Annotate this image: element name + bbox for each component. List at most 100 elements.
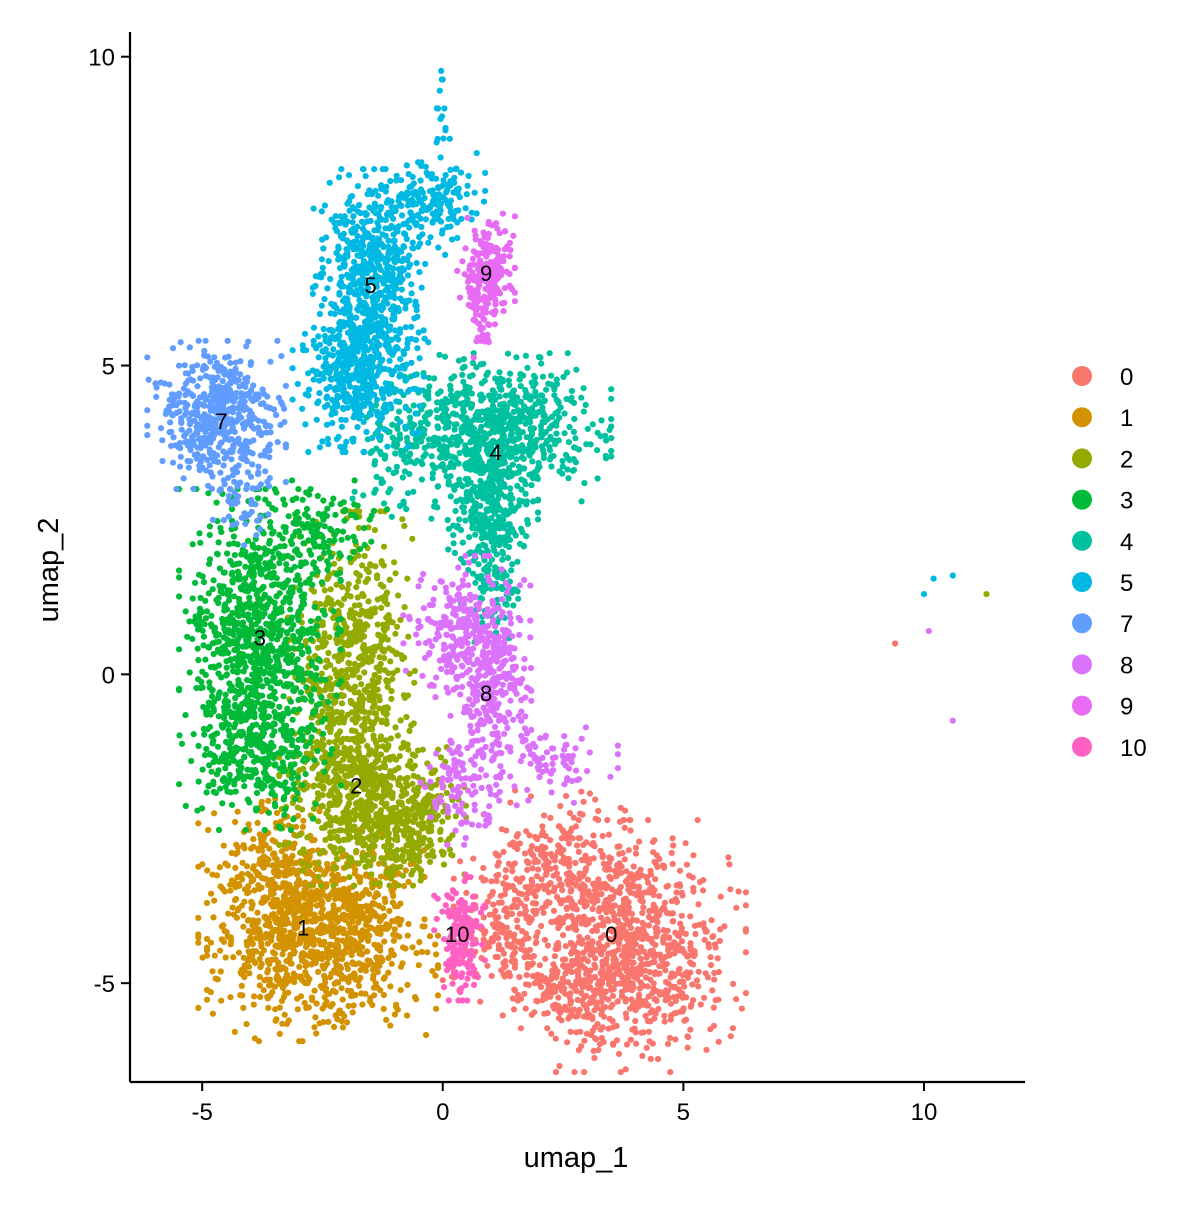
point	[689, 981, 696, 988]
point	[178, 740, 186, 747]
point	[538, 851, 545, 858]
point	[361, 659, 368, 666]
point	[626, 937, 634, 944]
point	[371, 527, 378, 534]
point	[258, 798, 265, 805]
point	[391, 836, 399, 843]
point	[296, 767, 303, 774]
point	[295, 486, 302, 493]
point	[565, 925, 572, 932]
point	[261, 913, 268, 921]
point	[552, 1035, 559, 1042]
point	[409, 867, 416, 874]
point	[352, 976, 359, 983]
point	[573, 1029, 580, 1036]
point	[446, 835, 453, 842]
point	[327, 835, 334, 842]
point	[345, 1002, 352, 1010]
point	[244, 870, 251, 878]
point	[304, 834, 311, 841]
point	[683, 861, 691, 868]
point	[374, 930, 381, 937]
point	[673, 1009, 680, 1016]
point	[213, 872, 221, 879]
point	[540, 862, 548, 869]
point	[250, 836, 257, 843]
point	[495, 871, 502, 878]
point	[197, 539, 204, 546]
point	[406, 840, 413, 847]
point	[565, 881, 572, 888]
point	[340, 836, 347, 844]
point	[289, 716, 296, 723]
point	[507, 841, 514, 848]
point	[590, 839, 597, 847]
point	[387, 1022, 394, 1029]
point	[400, 944, 407, 951]
point	[353, 943, 360, 951]
point	[294, 804, 301, 811]
point	[371, 992, 378, 999]
point	[374, 596, 381, 603]
point	[313, 702, 320, 709]
point	[329, 871, 336, 878]
point	[620, 964, 628, 972]
point	[673, 898, 681, 906]
point	[409, 856, 416, 864]
point	[513, 833, 520, 840]
point	[480, 914, 487, 921]
point	[321, 892, 328, 899]
point	[359, 1001, 366, 1008]
point	[654, 1055, 662, 1063]
point	[359, 607, 366, 614]
point	[307, 670, 314, 678]
point	[323, 998, 330, 1005]
point	[372, 563, 379, 570]
point	[645, 889, 652, 896]
point	[617, 804, 624, 811]
point	[271, 927, 278, 934]
point	[708, 917, 715, 924]
point	[313, 1000, 320, 1007]
point	[630, 876, 637, 883]
point	[283, 561, 290, 568]
point	[575, 848, 582, 856]
point	[632, 850, 640, 857]
point	[313, 622, 320, 630]
point	[556, 882, 563, 889]
point	[532, 856, 539, 864]
point	[383, 832, 390, 839]
point	[310, 935, 317, 942]
point	[294, 508, 301, 516]
point	[322, 664, 330, 671]
point	[730, 980, 737, 988]
point	[270, 573, 277, 580]
point	[261, 592, 268, 599]
point	[549, 967, 556, 974]
point	[374, 968, 381, 976]
point	[255, 595, 262, 602]
point	[207, 664, 214, 671]
point	[524, 890, 531, 897]
point	[284, 619, 291, 627]
point	[672, 929, 679, 936]
point	[616, 969, 623, 976]
point	[315, 656, 322, 663]
point	[366, 747, 373, 754]
point	[319, 941, 327, 948]
point	[711, 976, 718, 983]
point	[265, 1004, 272, 1012]
point	[387, 735, 394, 742]
point	[218, 586, 225, 593]
point	[176, 687, 183, 694]
point	[227, 558, 234, 565]
point	[262, 841, 269, 849]
point	[189, 595, 196, 602]
point	[231, 879, 238, 886]
point	[359, 590, 366, 598]
point	[410, 720, 417, 727]
point	[414, 747, 422, 754]
point	[261, 934, 268, 941]
point	[404, 981, 411, 989]
point	[601, 932, 608, 939]
